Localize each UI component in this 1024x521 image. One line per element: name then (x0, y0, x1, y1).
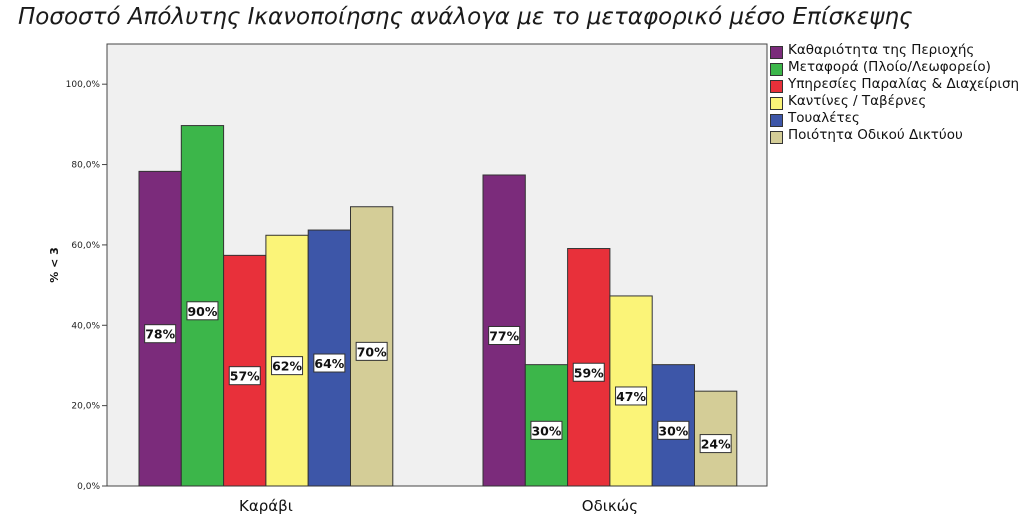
data-label: 24% (701, 437, 731, 452)
data-label: 90% (187, 304, 217, 319)
legend-item: Μεταφορά (Πλοίο/Λεωφορείο) (770, 59, 1020, 76)
legend-swatch (770, 80, 783, 93)
y-tick-label: 60,0% (71, 241, 100, 251)
data-label-box (615, 386, 648, 406)
data-label-box (530, 420, 563, 440)
y-axis-label: % < 3 (48, 247, 61, 283)
y-tick-label: 0,0% (77, 482, 100, 492)
y-tick-label: 100,0% (66, 80, 101, 90)
x-category-label: Οδικώς (582, 497, 638, 515)
data-label-box (144, 324, 177, 344)
data-label: 59% (574, 365, 604, 380)
data-label-box (228, 366, 261, 386)
legend-item: Υπηρεσίες Παραλίας & Διαχείριση (770, 76, 1020, 93)
data-label: 30% (531, 423, 561, 438)
data-label-box (572, 362, 605, 382)
data-label-box (355, 341, 388, 361)
legend-item: Καθαριότητα της Περιοχής (770, 42, 1020, 59)
x-category-label: Καράβι (239, 497, 293, 515)
data-label: 62% (272, 359, 302, 374)
data-label-box (657, 420, 690, 440)
y-tick-label: 20,0% (71, 402, 100, 412)
legend-item: Τουαλέτες (770, 110, 1020, 127)
data-label-box (186, 301, 219, 321)
legend-swatch (770, 114, 783, 127)
data-label-box (313, 353, 346, 373)
legend-label: Καντίνες / Ταβέρνες (788, 93, 927, 109)
data-label: 30% (658, 423, 688, 438)
data-label: 64% (314, 356, 344, 371)
data-label-box (271, 356, 304, 376)
legend-swatch (770, 46, 783, 59)
data-label: 78% (145, 327, 175, 342)
legend-swatch (770, 131, 783, 144)
legend-label: Καθαριότητα της Περιοχής (788, 42, 975, 58)
legend-swatch (770, 97, 783, 110)
legend-swatch (770, 63, 783, 76)
chart-title: Ποσοστό Απόλυτης Ικανοποίησης ανάλογα με… (18, 4, 913, 30)
legend-item: Ποιότητα Οδικού Δικτύου (770, 127, 1020, 144)
data-label: 57% (230, 369, 260, 384)
data-label: 47% (616, 389, 646, 404)
legend-label: Μεταφορά (Πλοίο/Λεωφορείο) (788, 59, 991, 75)
y-tick-label: 40,0% (71, 321, 100, 331)
data-label-box (699, 434, 732, 454)
legend-label: Τουαλέτες (788, 110, 860, 126)
y-tick-label: 80,0% (71, 161, 100, 171)
legend-label: Υπηρεσίες Παραλίας & Διαχείριση (788, 76, 1020, 92)
data-label: 77% (489, 328, 519, 343)
legend-item: Καντίνες / Ταβέρνες (770, 93, 1020, 110)
data-label: 70% (357, 344, 387, 359)
chart-legend: Καθαριότητα της Περιοχής Μεταφορά (Πλοίο/… (770, 42, 1020, 146)
legend-label: Ποιότητα Οδικού Δικτύου (788, 127, 963, 143)
data-label-box (488, 325, 521, 345)
